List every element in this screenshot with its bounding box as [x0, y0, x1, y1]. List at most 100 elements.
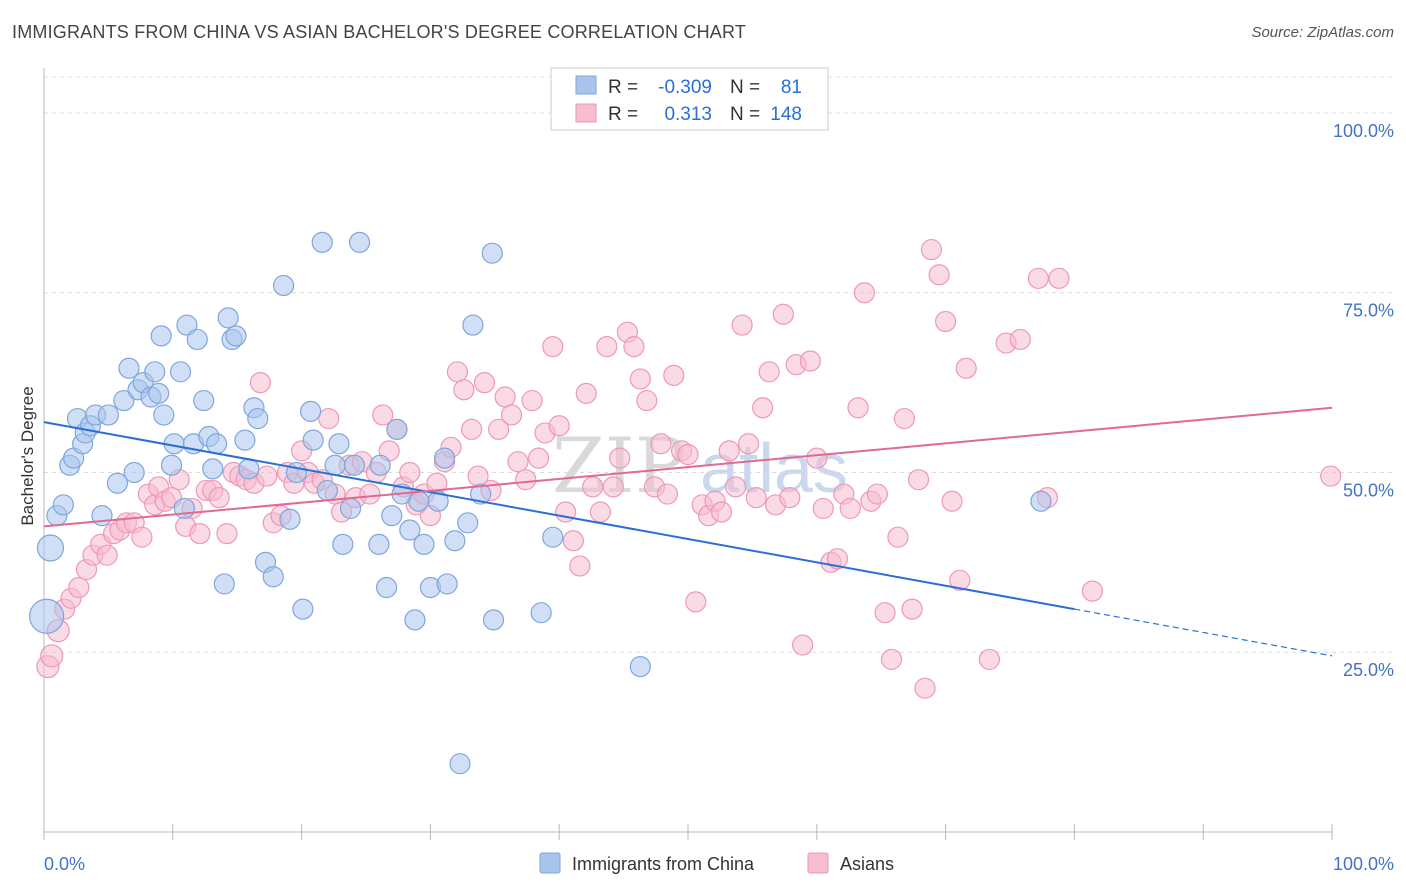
china-point	[113, 389, 135, 412]
asians-point	[527, 447, 550, 469]
asians-point	[955, 357, 977, 379]
asians-point	[569, 555, 591, 577]
asians-point	[847, 397, 869, 419]
asians-point	[752, 397, 774, 419]
asians-point	[473, 371, 496, 394]
china-point	[300, 400, 322, 422]
china-point	[482, 609, 505, 631]
china-point	[262, 566, 284, 588]
china-point	[169, 361, 192, 383]
china-point	[433, 447, 456, 469]
china-point	[213, 573, 235, 595]
china-point	[160, 454, 183, 476]
china-point	[302, 429, 324, 451]
china-point	[399, 519, 421, 541]
asians-point	[446, 361, 469, 383]
asians-point	[623, 336, 645, 358]
asians-point	[208, 487, 230, 509]
china-point	[324, 454, 346, 476]
asians-point	[934, 310, 957, 333]
asians-point	[839, 497, 861, 520]
china-point	[311, 231, 333, 253]
china-point	[530, 602, 552, 624]
asians-point	[96, 544, 118, 566]
asians-point	[907, 469, 930, 491]
china-point	[413, 533, 435, 555]
asians-point	[131, 526, 153, 548]
china-point	[285, 461, 308, 484]
asians-point	[372, 404, 394, 426]
asians-point	[812, 497, 834, 520]
asians-point	[887, 526, 909, 548]
asians-point	[710, 501, 733, 523]
china-point	[202, 458, 224, 480]
series-legend: Immigrants from China Asians	[539, 852, 894, 874]
china-point	[52, 494, 74, 516]
asians-point	[978, 648, 1000, 671]
y-tick-label: 75.0%	[1343, 301, 1394, 321]
legend-n-label-china: N =	[730, 77, 760, 98]
asians-point	[40, 644, 64, 668]
china-point	[153, 404, 175, 426]
china-point	[436, 573, 458, 595]
asians-point	[488, 418, 510, 440]
bottom-legend-swatch-china	[539, 852, 561, 874]
asians-point	[663, 364, 685, 387]
asians-point	[853, 282, 876, 304]
legend-swatch-china	[575, 75, 597, 95]
china-point	[225, 325, 247, 347]
y-axis-title: Bachelor's Degree	[18, 386, 37, 525]
asians-point	[68, 576, 90, 599]
china-point	[118, 357, 140, 379]
china-point	[28, 598, 65, 634]
gridlines	[44, 76, 1394, 653]
china-point	[217, 307, 239, 329]
asians-point	[920, 238, 943, 261]
china-point	[368, 533, 390, 555]
trend-lines	[43, 406, 1333, 657]
china-point	[36, 534, 65, 562]
china-point	[272, 274, 295, 297]
asians-point	[461, 418, 483, 440]
china-point	[343, 454, 366, 476]
asians-point	[779, 487, 801, 509]
legend-n-value-asians: 148	[770, 104, 802, 125]
bottom-legend-swatch-asians	[807, 852, 829, 874]
china-point	[144, 361, 166, 383]
china-point	[238, 458, 260, 480]
china-point	[205, 433, 228, 455]
china-point	[462, 314, 484, 336]
legend-r-label-china: R =	[608, 77, 638, 98]
asians-point	[826, 548, 849, 570]
asians-point	[806, 447, 828, 469]
china-point	[106, 472, 129, 494]
china-point	[173, 497, 195, 520]
y-tick-label: 25.0%	[1343, 660, 1394, 680]
china-point	[348, 231, 371, 253]
china-point	[292, 598, 314, 620]
china-point	[332, 533, 354, 555]
asians-point	[901, 598, 923, 620]
china-trend-line	[43, 421, 1075, 611]
asians-point	[1081, 580, 1104, 602]
asians-point	[256, 465, 278, 487]
china-point	[381, 505, 403, 527]
asians-point	[249, 371, 271, 394]
asians-point	[874, 602, 896, 624]
china-point	[339, 497, 362, 520]
china-point	[186, 328, 208, 351]
asians-point	[650, 433, 672, 455]
china-point	[449, 753, 471, 775]
china-point	[457, 512, 479, 534]
asians-point	[725, 476, 747, 498]
asians-point	[685, 591, 707, 613]
asians-point	[542, 336, 564, 358]
china-point	[386, 418, 408, 440]
legend-box	[550, 67, 829, 131]
asians-point	[914, 677, 936, 699]
asians-point	[318, 407, 340, 430]
china-point	[369, 454, 391, 476]
source-credit: Source: ZipAtlas.com	[1251, 24, 1394, 41]
asians-point	[609, 447, 631, 469]
